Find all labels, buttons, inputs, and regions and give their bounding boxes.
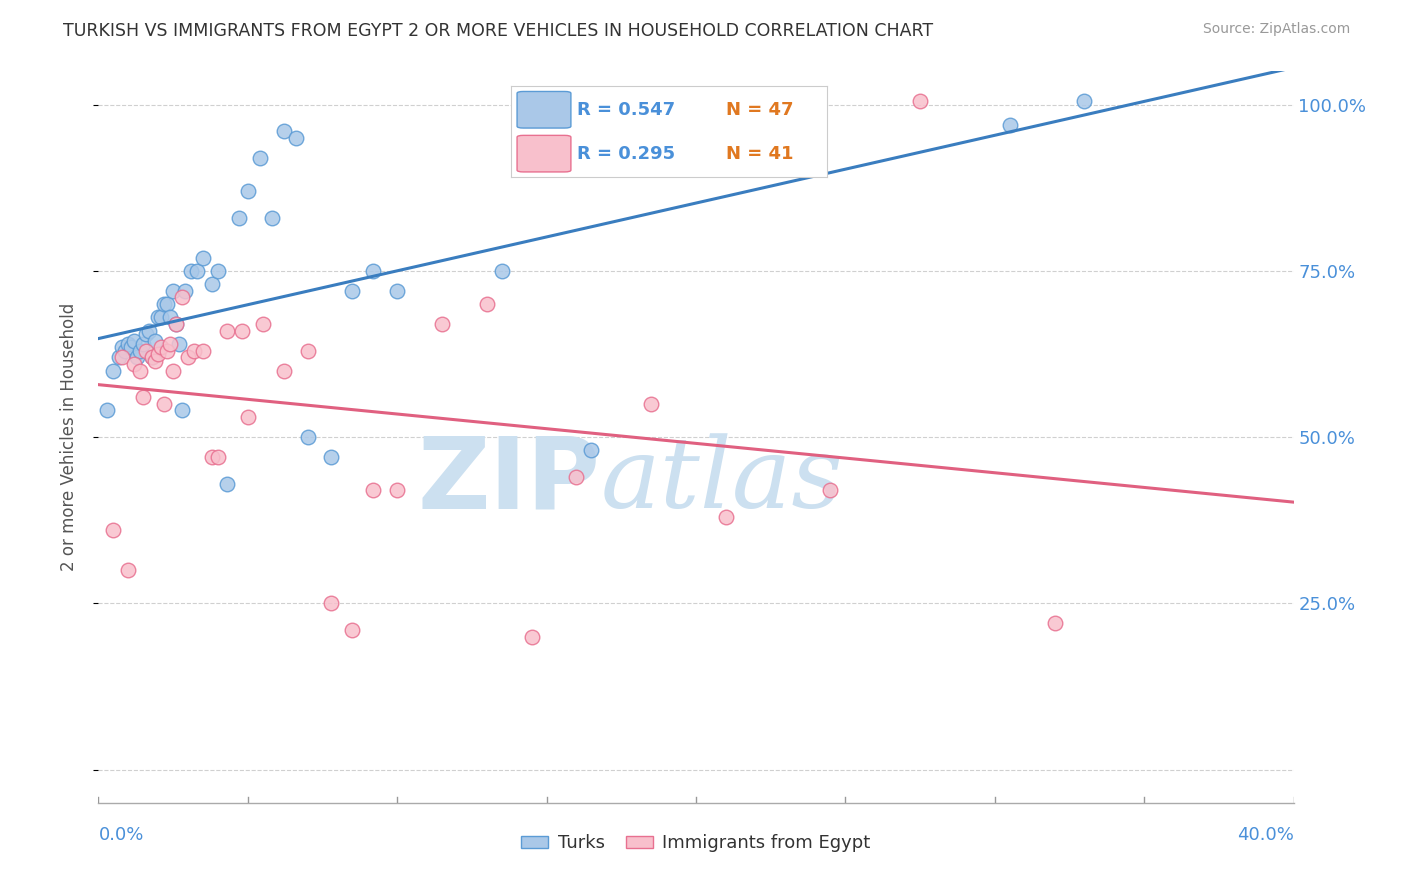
Point bbox=[150, 340, 173, 354]
Point bbox=[685, 97, 707, 112]
Point bbox=[491, 264, 513, 278]
Point bbox=[103, 523, 125, 537]
Point bbox=[129, 343, 152, 358]
Point bbox=[114, 343, 136, 358]
Point bbox=[249, 151, 271, 165]
Point bbox=[565, 470, 588, 484]
Point bbox=[236, 410, 259, 425]
Point bbox=[162, 284, 184, 298]
Point bbox=[148, 347, 170, 361]
Point bbox=[273, 363, 295, 377]
Text: Source: ZipAtlas.com: Source: ZipAtlas.com bbox=[1202, 22, 1350, 37]
Text: 40.0%: 40.0% bbox=[1237, 826, 1294, 844]
Point bbox=[201, 277, 224, 292]
Point bbox=[908, 95, 931, 109]
Text: 0.0%: 0.0% bbox=[98, 826, 143, 844]
Point bbox=[141, 351, 163, 365]
Text: atlas: atlas bbox=[600, 434, 844, 529]
Point bbox=[321, 596, 343, 610]
Point bbox=[143, 353, 166, 368]
Point bbox=[430, 317, 453, 331]
Point bbox=[640, 397, 662, 411]
Point bbox=[120, 340, 142, 354]
Point bbox=[183, 343, 205, 358]
Point bbox=[260, 211, 283, 225]
Point bbox=[820, 483, 842, 498]
Point bbox=[103, 363, 125, 377]
Point bbox=[143, 334, 166, 348]
Point bbox=[117, 563, 139, 577]
Point bbox=[581, 443, 603, 458]
Point bbox=[117, 337, 139, 351]
Point bbox=[167, 337, 190, 351]
Point bbox=[385, 483, 409, 498]
Point bbox=[385, 284, 409, 298]
Point bbox=[165, 317, 187, 331]
Point bbox=[998, 118, 1021, 132]
Point bbox=[321, 450, 343, 464]
Point bbox=[363, 483, 385, 498]
Point bbox=[129, 363, 152, 377]
Point bbox=[124, 357, 146, 371]
Point bbox=[297, 343, 319, 358]
Point bbox=[135, 326, 157, 341]
Point bbox=[159, 310, 181, 325]
Point bbox=[141, 351, 163, 365]
Point bbox=[207, 264, 229, 278]
Point bbox=[201, 450, 224, 464]
Text: ZIP: ZIP bbox=[418, 433, 600, 530]
Point bbox=[96, 403, 118, 417]
Point bbox=[1073, 95, 1095, 109]
Point bbox=[124, 334, 146, 348]
Point bbox=[180, 264, 202, 278]
Point bbox=[135, 343, 157, 358]
Point bbox=[174, 284, 197, 298]
Point bbox=[153, 397, 176, 411]
Point bbox=[475, 297, 498, 311]
Point bbox=[207, 450, 229, 464]
Point bbox=[186, 264, 208, 278]
Point bbox=[132, 390, 155, 404]
Point bbox=[273, 124, 295, 138]
Point bbox=[284, 131, 307, 145]
Point bbox=[156, 297, 179, 311]
Point bbox=[138, 324, 160, 338]
Point bbox=[520, 630, 543, 644]
Point bbox=[297, 430, 319, 444]
Point bbox=[156, 343, 179, 358]
Point bbox=[191, 251, 214, 265]
Point bbox=[162, 363, 184, 377]
Point bbox=[228, 211, 250, 225]
Point bbox=[165, 317, 187, 331]
Point bbox=[111, 340, 134, 354]
Point bbox=[172, 290, 194, 304]
Point bbox=[215, 324, 238, 338]
Point bbox=[236, 184, 259, 198]
Point bbox=[1043, 616, 1066, 631]
Point bbox=[150, 310, 173, 325]
Point bbox=[342, 284, 364, 298]
Legend: Turks, Immigrants from Egypt: Turks, Immigrants from Egypt bbox=[515, 827, 877, 860]
Point bbox=[172, 403, 194, 417]
Point bbox=[252, 317, 274, 331]
Point bbox=[231, 324, 253, 338]
Point bbox=[714, 509, 737, 524]
Point bbox=[127, 351, 149, 365]
Point bbox=[132, 337, 155, 351]
Point bbox=[363, 264, 385, 278]
Y-axis label: 2 or more Vehicles in Household: 2 or more Vehicles in Household bbox=[59, 303, 77, 571]
Point bbox=[215, 476, 238, 491]
Point bbox=[148, 310, 170, 325]
Point bbox=[108, 351, 131, 365]
Point bbox=[177, 351, 200, 365]
Point bbox=[342, 623, 364, 637]
Point bbox=[191, 343, 214, 358]
Point bbox=[159, 337, 181, 351]
Text: TURKISH VS IMMIGRANTS FROM EGYPT 2 OR MORE VEHICLES IN HOUSEHOLD CORRELATION CHA: TURKISH VS IMMIGRANTS FROM EGYPT 2 OR MO… bbox=[63, 22, 934, 40]
Point bbox=[111, 351, 134, 365]
Point bbox=[153, 297, 176, 311]
